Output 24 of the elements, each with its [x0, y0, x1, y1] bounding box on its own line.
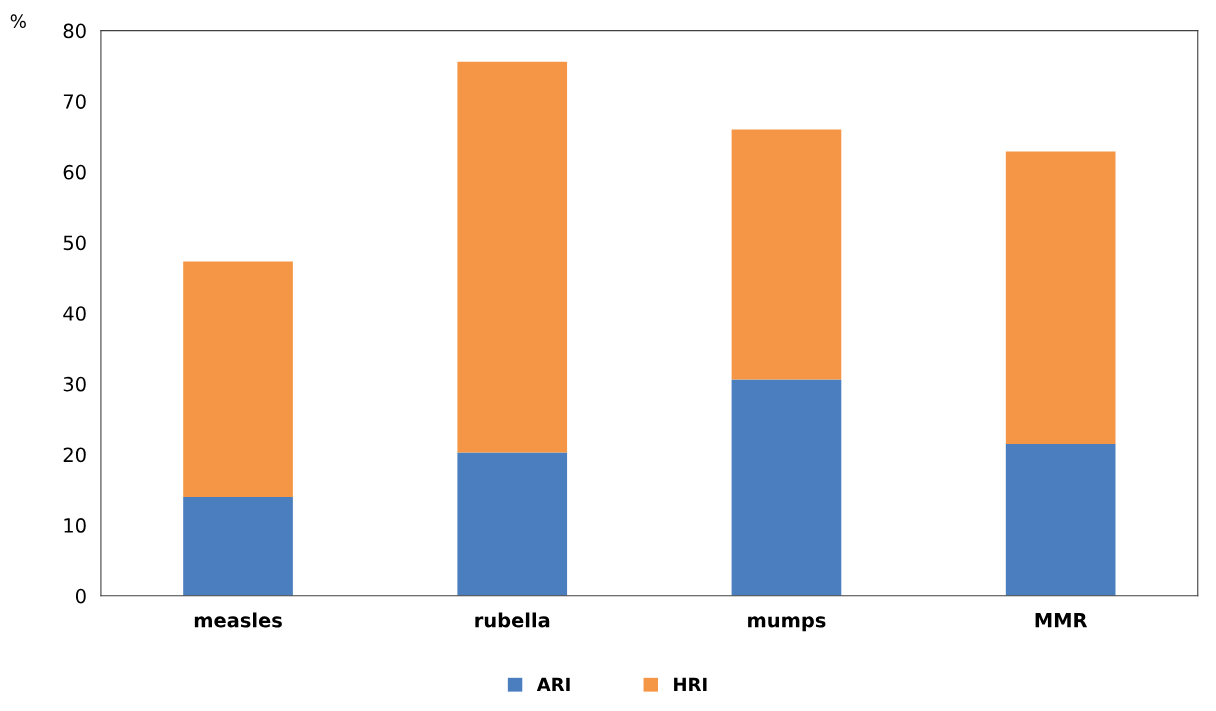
x-tick-label: rubella	[475, 612, 550, 628]
y-tick-label: 20	[63, 447, 86, 463]
legend-label: ARI	[536, 677, 570, 691]
bar	[1005, 443, 1116, 596]
y-tick-label: 50	[63, 235, 86, 251]
legend-label: HRI	[674, 677, 707, 691]
y-tick-label: 0	[75, 588, 86, 604]
bar	[731, 129, 842, 380]
bar	[183, 496, 293, 596]
y-tick-label: 70	[63, 94, 86, 109]
bar	[457, 452, 568, 596]
bar	[1005, 151, 1116, 444]
y-axis-title: %	[10, 14, 26, 28]
y-tick-label: 60	[63, 164, 86, 180]
y-tick-label: 10	[64, 518, 86, 533]
y-tick-label: 80	[63, 23, 86, 39]
y-tick-label: 30	[63, 376, 86, 392]
y-tick-label: 40	[63, 306, 86, 321]
bar	[731, 379, 842, 596]
x-tick-label: mumps	[748, 616, 826, 632]
bar	[457, 61, 568, 453]
bar	[183, 261, 293, 497]
x-tick-label: measles	[194, 612, 282, 628]
x-tick-label: MMR	[1035, 613, 1088, 628]
